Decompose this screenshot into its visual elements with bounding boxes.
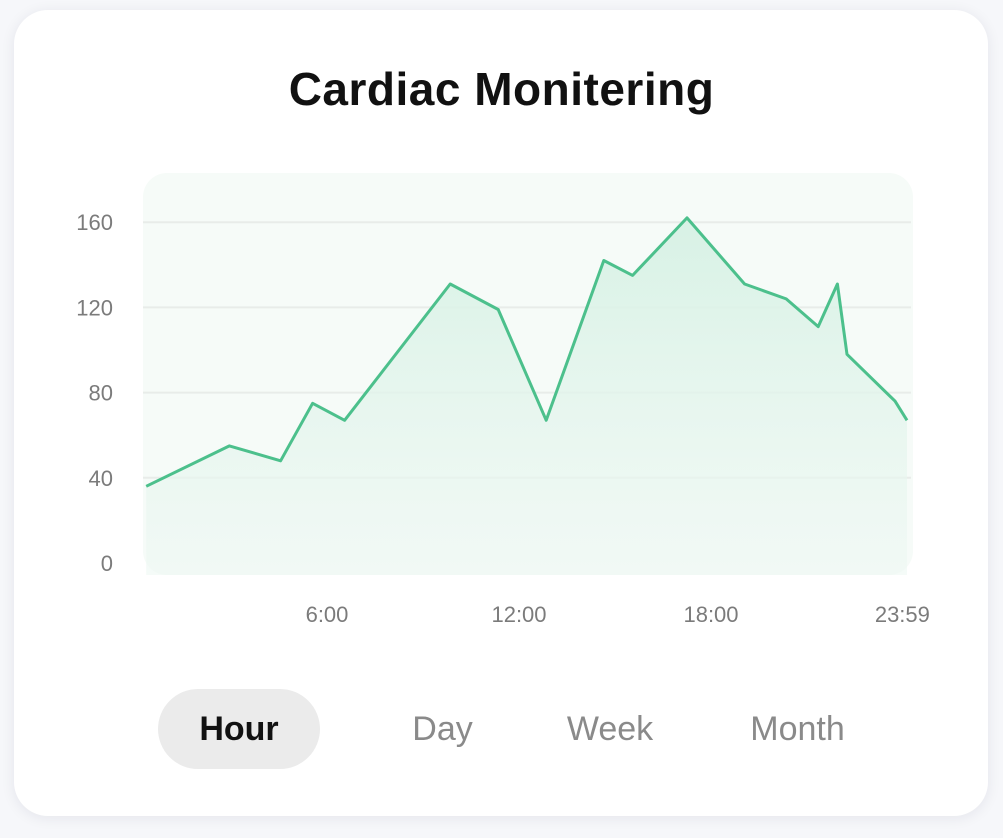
x-tick-label: 6:00 <box>306 602 349 627</box>
x-tick-label: 12:00 <box>491 602 546 627</box>
y-tick-label: 40 <box>89 466 113 491</box>
y-tick-label: 0 <box>101 551 113 576</box>
x-tick-label: 18:00 <box>683 602 738 627</box>
tab-month[interactable]: Month <box>725 689 870 769</box>
y-tick-label: 120 <box>76 295 113 320</box>
y-tick-label: 80 <box>89 381 113 406</box>
tab-day[interactable]: Day <box>385 689 500 769</box>
tab-hour[interactable]: Hour <box>158 689 320 769</box>
tab-week[interactable]: Week <box>545 689 675 769</box>
y-tick-label: 160 <box>76 210 113 235</box>
x-tick-label: 23:59 <box>875 602 930 627</box>
